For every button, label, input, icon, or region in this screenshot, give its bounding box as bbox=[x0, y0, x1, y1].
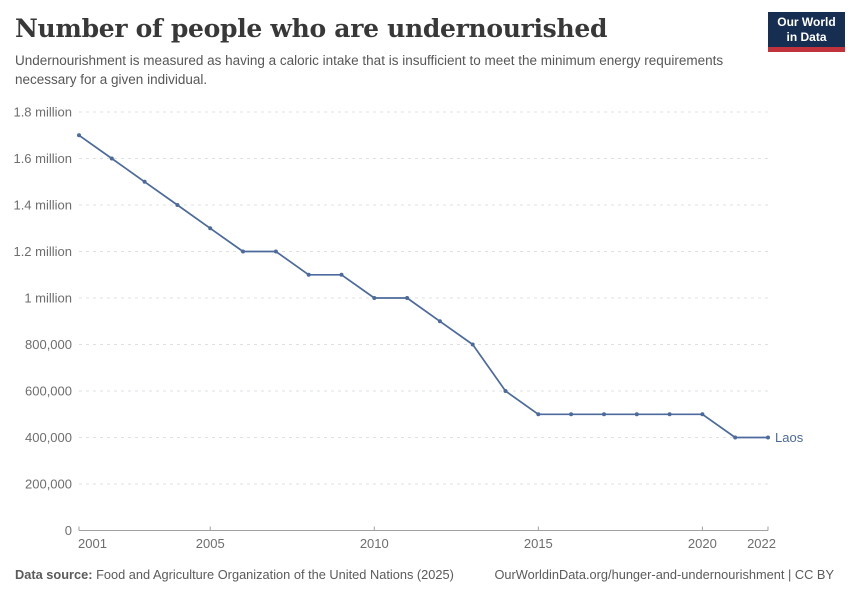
data-point-marker[interactable] bbox=[569, 412, 574, 417]
y-tick-label: 1.2 million bbox=[13, 244, 72, 259]
series-entity-label: Laos bbox=[775, 430, 804, 445]
data-point-marker[interactable] bbox=[241, 249, 245, 254]
data-point-marker[interactable] bbox=[733, 435, 738, 440]
y-tick-label: 1.6 million bbox=[13, 151, 72, 166]
data-point-marker[interactable] bbox=[306, 272, 311, 277]
data-point-marker[interactable] bbox=[142, 179, 147, 184]
data-point-marker[interactable] bbox=[470, 342, 475, 347]
series-line[interactable] bbox=[78, 134, 768, 439]
data-point-marker[interactable] bbox=[634, 412, 639, 417]
data-point-marker[interactable] bbox=[372, 296, 377, 300]
data-point-marker[interactable] bbox=[109, 156, 114, 161]
data-source-text: Food and Agriculture Organization of the… bbox=[92, 567, 454, 582]
chart-header: Number of people who are undernourished … bbox=[15, 14, 835, 89]
owid-logo[interactable]: Our World in Data bbox=[768, 12, 845, 52]
data-source-label: Data source: bbox=[15, 567, 93, 582]
data-point-marker[interactable] bbox=[437, 319, 442, 324]
data-point-marker[interactable] bbox=[339, 272, 344, 277]
data-source-note: Data source: Food and Agriculture Organi… bbox=[15, 566, 454, 583]
data-point-marker[interactable] bbox=[77, 133, 81, 138]
data-point-marker[interactable] bbox=[602, 412, 606, 417]
data-point-marker[interactable] bbox=[208, 226, 213, 231]
data-point-marker[interactable] bbox=[700, 412, 705, 417]
chart-subtitle: Undernourishment is measured as having a… bbox=[15, 53, 724, 88]
y-tick-label: 0 bbox=[65, 523, 72, 538]
y-tick-label: 1.4 million bbox=[13, 198, 72, 213]
y-tick-label: 400,000 bbox=[25, 430, 72, 445]
x-tick-label: 2020 bbox=[688, 536, 717, 551]
owid-logo-line2: in Data bbox=[786, 29, 827, 44]
y-tick-label: 200,000 bbox=[25, 477, 72, 492]
data-point-marker[interactable] bbox=[175, 203, 180, 207]
data-point-marker[interactable] bbox=[405, 296, 410, 300]
y-tick-label: 1.8 million bbox=[13, 105, 72, 120]
x-tick-label: 2001 bbox=[78, 536, 107, 551]
x-tick-label: 2015 bbox=[524, 536, 553, 551]
x-tick-label: 2010 bbox=[360, 536, 389, 551]
x-tick-label: 2022 bbox=[747, 536, 776, 551]
data-point-marker[interactable] bbox=[503, 389, 508, 393]
chart-footer: Data source: Food and Agriculture Organi… bbox=[15, 566, 834, 583]
data-point-marker[interactable] bbox=[273, 249, 278, 254]
chart-title: Number of people who are undernourished bbox=[15, 14, 608, 43]
y-tick-label: 1 million bbox=[24, 291, 72, 306]
owid-link[interactable]: OurWorldinData.org/hunger-and-undernouri… bbox=[494, 567, 834, 582]
y-tick-label: 600,000 bbox=[25, 384, 72, 399]
owid-logo-line1: Our World bbox=[777, 14, 836, 29]
data-point-marker[interactable] bbox=[536, 412, 541, 417]
y-tick-label: 800,000 bbox=[25, 337, 72, 352]
x-tick-label: 2005 bbox=[196, 536, 225, 551]
data-point-marker[interactable] bbox=[766, 435, 770, 440]
data-point-marker[interactable] bbox=[667, 412, 672, 417]
